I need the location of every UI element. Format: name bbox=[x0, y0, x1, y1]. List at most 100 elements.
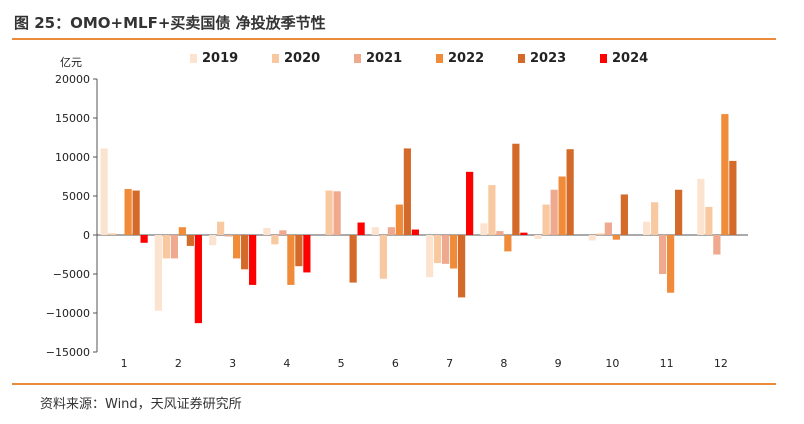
legend-label: 2022 bbox=[448, 51, 485, 66]
page-title: 图 25：OMO+MLF+买卖国债 净投放季节性 bbox=[14, 14, 326, 32]
legend-item-2019: 2019 bbox=[190, 51, 272, 66]
bar-2023-month-2 bbox=[186, 235, 194, 246]
legend-swatch bbox=[518, 54, 525, 63]
x-tick-label: 9 bbox=[555, 357, 562, 370]
bar-2023-month-11 bbox=[675, 189, 683, 235]
bar-2023-month-6 bbox=[403, 148, 411, 235]
bar-2019-month-1 bbox=[100, 148, 108, 235]
legend-swatch bbox=[272, 54, 279, 63]
bar-2021-month-8 bbox=[496, 231, 504, 235]
bar-2019-month-2 bbox=[154, 235, 162, 311]
chart-legend: 2019 2020 2021 2022 2023 2024 bbox=[190, 51, 682, 66]
bar-2019-month-3 bbox=[209, 235, 217, 246]
bar-2022-month-6 bbox=[395, 204, 403, 235]
bar-2021-month-11 bbox=[659, 235, 667, 274]
bar-2021-month-9 bbox=[550, 189, 558, 235]
y-tick-label: −5000 bbox=[53, 268, 90, 281]
legend-label: 2019 bbox=[202, 51, 239, 66]
bar-2020-month-9 bbox=[542, 204, 550, 235]
bar-2023-month-9 bbox=[566, 149, 574, 235]
bar-2020-month-12 bbox=[705, 206, 713, 235]
x-tick-label: 10 bbox=[605, 357, 619, 370]
legend-swatch bbox=[436, 54, 443, 63]
bar-2024-month-2 bbox=[194, 235, 202, 324]
bar-2019-month-8 bbox=[480, 223, 488, 235]
source-note: 资料来源：Wind，天风证券研究所 bbox=[40, 397, 242, 412]
bar-2023-month-12 bbox=[729, 160, 737, 235]
bar-2023-month-7 bbox=[458, 235, 466, 298]
legend-swatch bbox=[600, 54, 607, 63]
bar-2023-month-5 bbox=[349, 235, 357, 283]
y-tick-label: 20000 bbox=[55, 73, 90, 86]
bar-2021-month-6 bbox=[387, 227, 395, 235]
bar-2024-month-4 bbox=[303, 235, 311, 273]
legend-item-2022: 2022 bbox=[436, 51, 518, 66]
bar-2021-month-3 bbox=[225, 235, 233, 237]
y-tick-label: 5000 bbox=[62, 190, 90, 203]
legend-item-2020: 2020 bbox=[272, 51, 354, 66]
bar-2021-month-12 bbox=[713, 235, 721, 255]
legend-label: 2021 bbox=[366, 51, 403, 66]
y-tick-label: 15000 bbox=[55, 112, 90, 125]
bar-2021-month-4 bbox=[279, 230, 287, 235]
bar-2022-month-2 bbox=[178, 227, 186, 235]
bar-2021-month-7 bbox=[442, 235, 450, 264]
bar-2023-month-3 bbox=[241, 235, 249, 270]
y-tick-label: −15000 bbox=[46, 346, 90, 359]
x-tick-label: 8 bbox=[500, 357, 507, 370]
legend-item-2024: 2024 bbox=[600, 51, 682, 66]
bar-2020-month-7 bbox=[434, 235, 442, 264]
bar-2020-month-3 bbox=[217, 221, 225, 235]
bar-2022-month-4 bbox=[287, 235, 295, 285]
bar-2022-month-8 bbox=[504, 235, 512, 252]
footer-divider bbox=[12, 383, 776, 385]
bar-2022-month-1 bbox=[124, 188, 132, 235]
y-tick-label: −10000 bbox=[46, 307, 90, 320]
x-tick-label: 7 bbox=[446, 357, 453, 370]
bar-2022-month-9 bbox=[558, 176, 566, 235]
legend-label: 2024 bbox=[612, 51, 649, 66]
bar-2024-month-6 bbox=[411, 229, 419, 235]
x-tick-label: 5 bbox=[338, 357, 345, 370]
bar-2021-month-10 bbox=[604, 222, 612, 235]
title-divider bbox=[12, 38, 776, 40]
bar-2021-month-2 bbox=[170, 235, 178, 259]
bar-2019-month-6 bbox=[371, 227, 379, 235]
bar-2022-month-3 bbox=[233, 235, 241, 259]
y-axis-unit-label: 亿元 bbox=[60, 56, 82, 69]
bar-2022-month-11 bbox=[667, 235, 675, 293]
bar-2020-month-11 bbox=[651, 202, 659, 235]
bar-2019-month-7 bbox=[426, 235, 434, 278]
legend-swatch bbox=[354, 54, 361, 63]
bar-2019-month-9 bbox=[534, 235, 542, 239]
x-tick-label: 1 bbox=[121, 357, 128, 370]
bar-2019-month-4 bbox=[263, 227, 271, 235]
bar-2020-month-4 bbox=[271, 235, 279, 245]
bar-2020-month-6 bbox=[379, 235, 387, 279]
bar-2024-month-8 bbox=[520, 232, 528, 235]
bar-2020-month-10 bbox=[596, 233, 604, 235]
bar-2019-month-12 bbox=[697, 178, 705, 235]
bar-2020-month-1 bbox=[108, 233, 116, 235]
bar-2019-month-10 bbox=[588, 235, 596, 241]
bar-2020-month-5 bbox=[325, 190, 333, 235]
bar-2024-month-1 bbox=[140, 235, 148, 243]
bar-2022-month-7 bbox=[450, 235, 458, 269]
legend-item-2023: 2023 bbox=[518, 51, 600, 66]
bar-2022-month-10 bbox=[612, 235, 620, 240]
bar-2024-month-3 bbox=[249, 235, 257, 285]
bar-2023-month-8 bbox=[512, 143, 520, 235]
bar-2023-month-4 bbox=[295, 235, 303, 267]
bar-2019-month-11 bbox=[643, 221, 651, 235]
bar-2024-month-7 bbox=[466, 171, 474, 235]
legend-label: 2020 bbox=[284, 51, 321, 66]
x-tick-label: 11 bbox=[660, 357, 674, 370]
x-tick-label: 3 bbox=[229, 357, 236, 370]
bar-2023-month-10 bbox=[620, 194, 628, 235]
x-tick-label: 6 bbox=[392, 357, 399, 370]
bar-2021-month-5 bbox=[333, 191, 341, 235]
x-tick-label: 4 bbox=[283, 357, 290, 370]
bar-2020-month-8 bbox=[488, 185, 496, 235]
legend-swatch bbox=[190, 54, 197, 63]
